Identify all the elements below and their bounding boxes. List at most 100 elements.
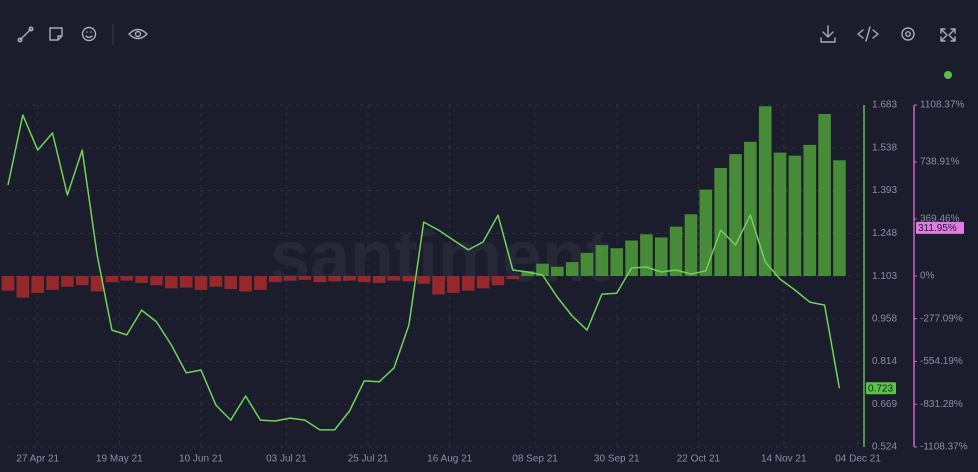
bar (313, 276, 327, 283)
bar (358, 276, 371, 283)
bar (476, 276, 490, 289)
note-tool[interactable] (49, 27, 63, 41)
value-badge (916, 221, 964, 234)
y-tick-label: 0.524 (872, 442, 897, 453)
bar (758, 106, 772, 277)
bar (105, 276, 119, 283)
x-tick-label: 30 Sep 21 (594, 454, 640, 465)
bar (402, 276, 416, 282)
bar (580, 252, 594, 276)
y-tick-label: 0.958 (872, 314, 897, 325)
bar (283, 276, 297, 281)
emoji-tool[interactable] (81, 26, 97, 42)
bar (194, 276, 208, 290)
bar (239, 276, 252, 292)
bar (565, 262, 579, 276)
bar (536, 263, 549, 276)
y2-tick-label: -277.09% (920, 313, 963, 324)
bar (654, 237, 668, 276)
y-tick-label: 1.538 (872, 142, 897, 153)
x-tick-label: 10 Jun 21 (179, 454, 223, 465)
bar (417, 276, 431, 284)
x-tick-label: 25 Jul 21 (348, 454, 389, 465)
bar (387, 276, 401, 281)
bar (625, 240, 638, 276)
y-tick-label: 1.103 (872, 271, 897, 282)
bar (150, 276, 163, 286)
x-tick-label: 19 May 21 (96, 454, 143, 465)
value-badge-label: 0.723 (868, 383, 893, 394)
bar (595, 245, 609, 276)
bar (551, 266, 564, 276)
bar (447, 276, 460, 293)
price-line (7, 114, 841, 431)
bar (461, 276, 475, 291)
x-tick-label: 03 Jul 21 (266, 454, 307, 465)
embed-button[interactable] (857, 26, 879, 42)
bar (90, 276, 104, 292)
y-tick-label: 1.393 (872, 185, 897, 196)
bar (788, 155, 802, 276)
bar (75, 276, 89, 286)
bar (744, 141, 757, 276)
y-tick-label: 1.248 (872, 228, 897, 239)
bar (773, 152, 787, 276)
y-tick-label: 0.814 (872, 356, 897, 367)
bar (372, 276, 386, 283)
y2-tick-label: 369.46% (920, 214, 960, 225)
draw-line-tool[interactable] (17, 26, 34, 43)
bar (298, 276, 312, 280)
x-tick-label: 04 Dec 21 (835, 454, 881, 465)
bar (803, 144, 817, 276)
x-tick-label: 22 Oct 21 (677, 454, 721, 465)
bar (699, 189, 713, 276)
fullscreen-button[interactable] (940, 28, 956, 42)
bar (61, 276, 74, 287)
y-tick-label: 0.669 (872, 399, 897, 410)
bar (135, 276, 148, 283)
bar (179, 276, 193, 288)
bar (640, 234, 653, 276)
y2-tick-label: -1108.37% (920, 442, 968, 453)
bar (833, 160, 846, 276)
y-tick-label: 1.683 (872, 100, 897, 111)
bar (268, 276, 282, 283)
y2-tick-label: -831.28% (920, 399, 963, 410)
bar (506, 276, 520, 280)
x-tick-label: 27 Apr 21 (16, 454, 59, 465)
live-indicator (944, 71, 952, 79)
bar (684, 214, 698, 276)
bar (714, 168, 727, 276)
x-tick-label: 08 Sep 21 (512, 454, 558, 465)
download-button[interactable] (820, 25, 836, 43)
bar (209, 276, 223, 287)
bar (254, 276, 267, 290)
y2-tick-label: 738.91% (920, 157, 960, 168)
bar (1, 276, 15, 291)
bar (224, 276, 238, 290)
x-tick-label: 16 Aug 21 (427, 454, 472, 465)
bar (120, 276, 134, 281)
bar (16, 276, 30, 298)
bar (669, 226, 683, 276)
y2-tick-label: -554.19% (920, 356, 963, 367)
bar (31, 276, 45, 293)
bar (343, 276, 356, 281)
value-badge-label: 311.95% (918, 223, 957, 234)
settings-button[interactable] (901, 27, 915, 41)
y2-tick-label: 0% (920, 271, 935, 282)
toolbar (17, 24, 956, 79)
bar (328, 276, 341, 282)
visibility-tool[interactable] (128, 28, 148, 40)
x-tick-label: 14 Nov 21 (761, 454, 807, 465)
bar (729, 154, 742, 276)
bar (610, 248, 624, 276)
bar (432, 276, 445, 295)
bar (46, 276, 59, 290)
value-badge (866, 382, 896, 395)
bar (521, 271, 534, 276)
y2-tick-label: 1108.37% (920, 100, 964, 111)
bar (491, 276, 505, 286)
